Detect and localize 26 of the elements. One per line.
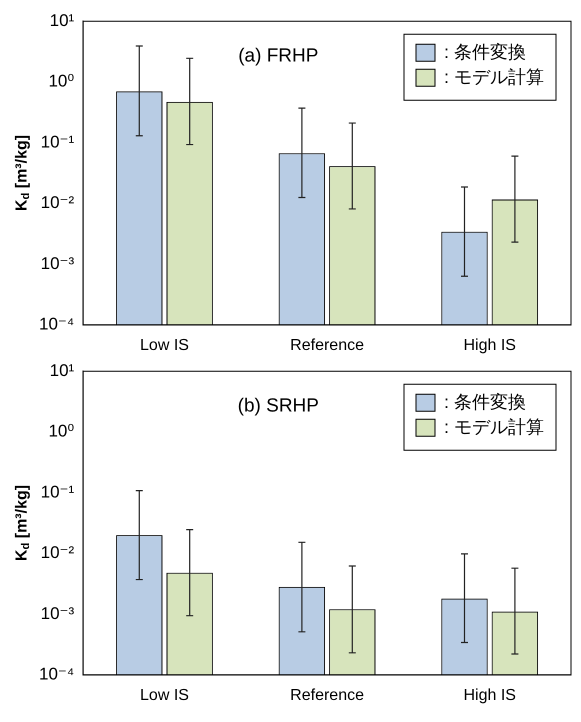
- legend-label: : 条件変換: [444, 42, 526, 62]
- y-tick-label: 10⁻³: [40, 254, 75, 273]
- y-tick-label: 10⁻⁴: [39, 314, 74, 334]
- y-tick-label: 10⁻²: [40, 543, 75, 562]
- x-tick-label: High IS: [463, 686, 516, 704]
- y-tick-label: 10⁻³: [40, 604, 75, 623]
- legend-label: : モデル計算: [444, 417, 544, 438]
- y-tick-label: 10⁰: [48, 422, 74, 441]
- y-tick-label: 10⁻¹: [40, 132, 75, 152]
- y-tick-label: 10⁻²: [40, 193, 75, 212]
- legend-label: : モデル計算: [444, 67, 544, 88]
- text: (b) SRHP: [238, 395, 319, 416]
- x-tick-label: Reference: [290, 686, 364, 704]
- y-tick-label: 10¹: [50, 360, 75, 380]
- y-axis-title: Kd [m³/kg]: [13, 484, 32, 562]
- y-tick-label: 10⁻⁴: [39, 664, 74, 684]
- y-tick-label: 10¹: [50, 10, 75, 30]
- text: (a) FRHP: [238, 45, 318, 66]
- legend-label: : 条件変換: [444, 392, 526, 412]
- x-tick-label: Low IS: [140, 336, 189, 354]
- x-tick-label: High IS: [463, 336, 516, 354]
- y-axis-title: Kd [m³/kg]: [13, 134, 32, 212]
- y-tick-label: 10⁻¹: [40, 482, 75, 502]
- x-tick-label: Low IS: [140, 686, 189, 704]
- y-tick-label: 10⁰: [48, 72, 74, 91]
- x-tick-label: Reference: [290, 336, 364, 354]
